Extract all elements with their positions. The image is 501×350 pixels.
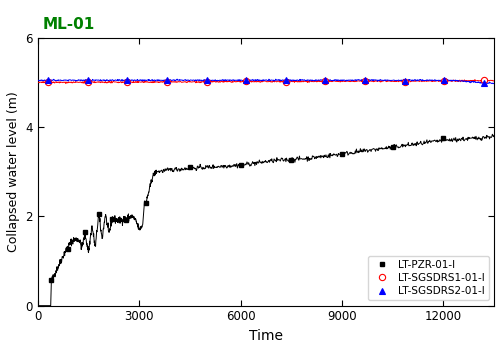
LT-SGSDRS1-01-I xyxy=(441,79,447,83)
LT-PZR-01-I xyxy=(109,217,115,221)
Line: LT-PZR-01-I: LT-PZR-01-I xyxy=(49,136,446,283)
LT-PZR-01-I xyxy=(65,246,71,251)
LT-PZR-01-I xyxy=(390,145,396,149)
LT-SGSDRS1-01-I xyxy=(45,80,51,84)
LT-SGSDRS2-01-I xyxy=(164,78,170,82)
LT-SGSDRS2-01-I xyxy=(481,81,487,85)
LT-SGSDRS2-01-I xyxy=(85,78,91,82)
LT-PZR-01-I xyxy=(187,164,193,169)
LT-PZR-01-I xyxy=(82,230,88,234)
LT-PZR-01-I xyxy=(440,136,446,141)
LT-SGSDRS1-01-I xyxy=(402,79,408,84)
LT-SGSDRS1-01-I xyxy=(243,79,249,84)
LT-PZR-01-I xyxy=(96,212,102,216)
LT-SGSDRS1-01-I xyxy=(85,79,91,84)
LT-PZR-01-I xyxy=(143,201,149,205)
X-axis label: Time: Time xyxy=(249,329,283,343)
LT-PZR-01-I xyxy=(237,163,243,167)
LT-SGSDRS2-01-I xyxy=(243,78,249,83)
LT-SGSDRS2-01-I xyxy=(323,78,329,82)
LT-PZR-01-I xyxy=(288,158,294,162)
LT-SGSDRS2-01-I xyxy=(362,78,368,82)
LT-SGSDRS2-01-I xyxy=(402,78,408,83)
LT-PZR-01-I xyxy=(49,278,55,282)
LT-SGSDRS1-01-I xyxy=(124,80,130,84)
LT-SGSDRS1-01-I xyxy=(481,78,487,83)
LT-SGSDRS1-01-I xyxy=(164,79,170,84)
LT-SGSDRS1-01-I xyxy=(362,79,368,83)
LT-SGSDRS1-01-I xyxy=(203,80,209,84)
LT-SGSDRS2-01-I xyxy=(203,78,209,82)
LT-PZR-01-I xyxy=(123,218,129,222)
LT-SGSDRS2-01-I xyxy=(283,78,289,83)
LT-SGSDRS2-01-I xyxy=(441,78,447,82)
LT-SGSDRS1-01-I xyxy=(323,79,329,83)
Text: ML-01: ML-01 xyxy=(43,18,95,33)
Line: LT-SGSDRS2-01-I: LT-SGSDRS2-01-I xyxy=(45,77,487,86)
Legend: LT-PZR-01-I, LT-SGSDRS1-01-I, LT-SGSDRS2-01-I: LT-PZR-01-I, LT-SGSDRS1-01-I, LT-SGSDRS2… xyxy=(368,256,489,300)
Y-axis label: Collapsed water level (m): Collapsed water level (m) xyxy=(7,91,20,252)
LT-PZR-01-I xyxy=(339,152,345,156)
LT-SGSDRS2-01-I xyxy=(45,78,51,82)
LT-SGSDRS1-01-I xyxy=(283,79,289,84)
Line: LT-SGSDRS1-01-I: LT-SGSDRS1-01-I xyxy=(45,77,487,85)
LT-SGSDRS2-01-I xyxy=(124,78,130,82)
